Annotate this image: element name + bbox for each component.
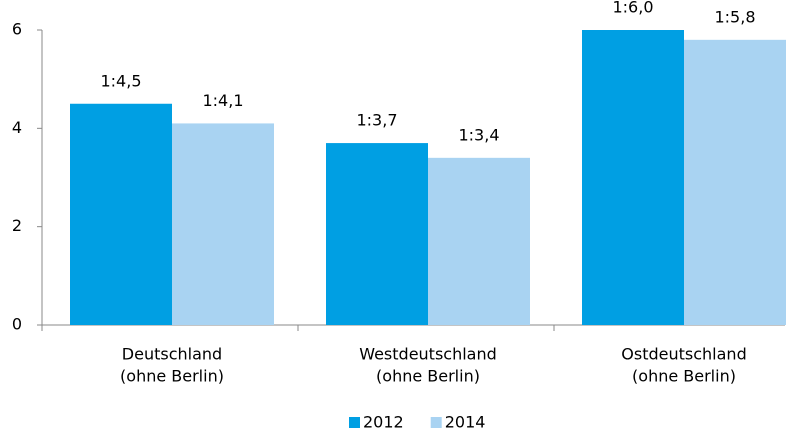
value-label: 1:4,1: [202, 91, 243, 110]
bar: [582, 30, 684, 325]
value-label: 1:5,8: [714, 7, 755, 26]
x-tick-label: (ohne Berlin): [376, 367, 480, 386]
legend-label: 2014: [445, 413, 486, 432]
x-tick-label: (ohne Berlin): [632, 367, 736, 386]
bar: [172, 123, 274, 326]
y-tick-label: 4: [12, 118, 22, 137]
y-tick-label: 0: [12, 315, 22, 334]
legend-swatch: [430, 417, 442, 428]
value-label: 1:4,5: [100, 71, 141, 90]
bar: [70, 103, 172, 325]
bar: [684, 39, 786, 325]
x-tick-label: Ostdeutschland: [621, 345, 746, 364]
bar: [428, 157, 530, 325]
legend-swatch: [349, 417, 360, 428]
x-tick-label: Westdeutschland: [359, 345, 497, 364]
legend-label: 2012: [363, 413, 404, 432]
value-label: 1:6,0: [612, 0, 653, 17]
value-label: 1:3,7: [356, 111, 397, 130]
x-tick-label: (ohne Berlin): [120, 367, 224, 386]
bar: [326, 143, 428, 325]
x-tick-label: Deutschland: [122, 345, 222, 364]
y-tick-label: 2: [12, 216, 22, 235]
value-label: 1:3,4: [458, 125, 499, 144]
y-tick-label: 6: [12, 20, 22, 39]
